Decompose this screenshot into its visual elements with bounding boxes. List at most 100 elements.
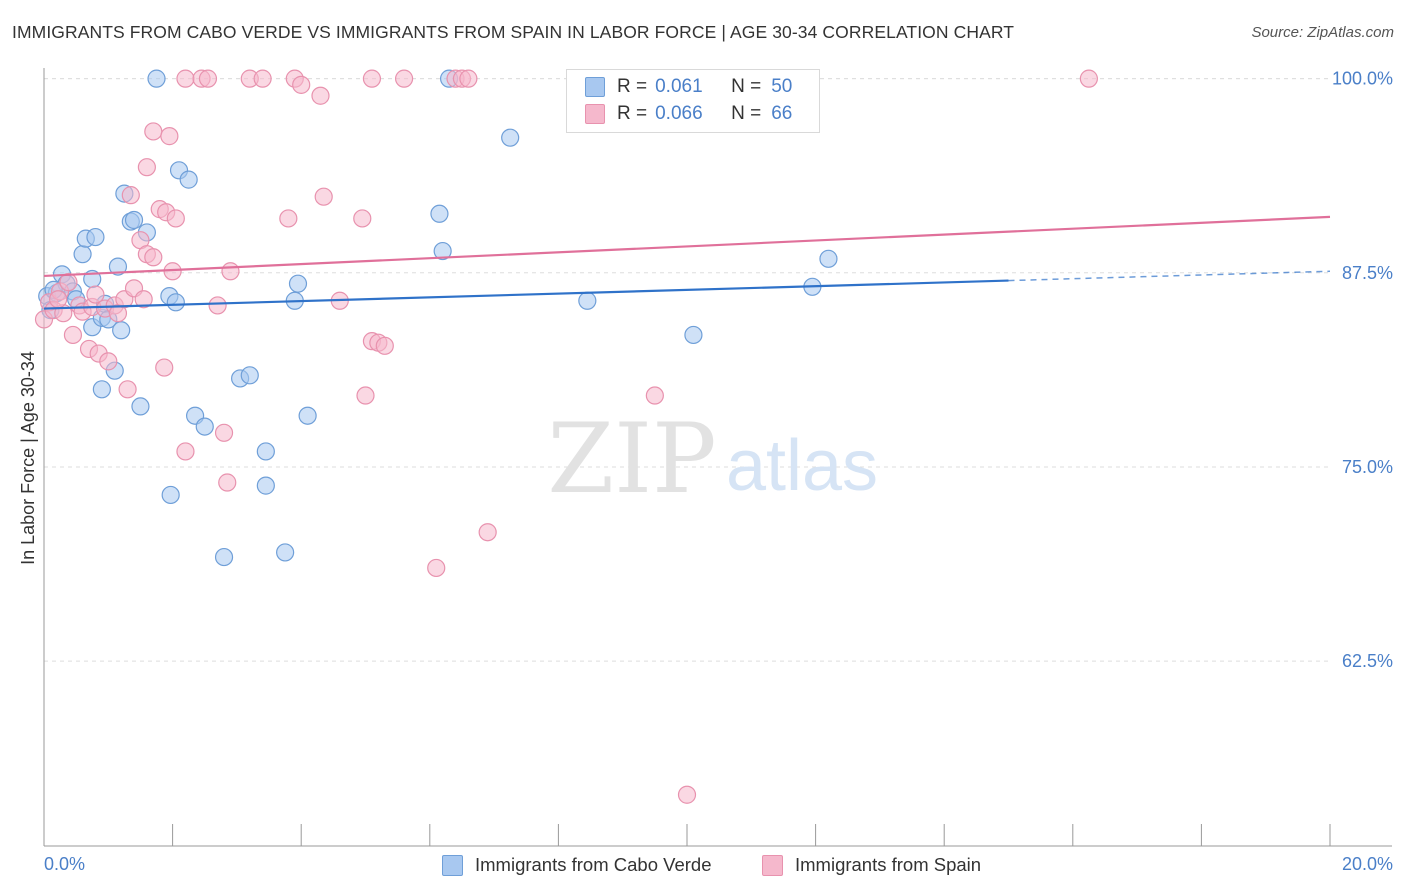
- y-tick-label: 87.5%: [1342, 263, 1393, 283]
- data-points: [34, 69, 1098, 804]
- spain-point: [160, 127, 179, 146]
- spain-point: [1079, 69, 1098, 88]
- cabo-verde-point: [92, 380, 111, 399]
- y-tick-label: 75.0%: [1342, 457, 1393, 477]
- cabo-verde-point: [433, 241, 452, 261]
- spain-point: [134, 290, 153, 309]
- spain-point: [121, 186, 140, 205]
- bottom-legend-label: Immigrants from Cabo Verde: [475, 854, 712, 875]
- spain-point: [166, 209, 185, 228]
- spain-point: [155, 358, 174, 377]
- cabo-verde-point: [256, 476, 275, 495]
- spain-point: [49, 290, 68, 309]
- cabo-verde-point: [214, 547, 234, 567]
- cabo-verde-point: [147, 69, 166, 88]
- cabo-verde-point: [112, 321, 131, 340]
- spain-point: [375, 336, 394, 355]
- cabo-verde-point: [684, 325, 703, 345]
- watermark-atlas: atlas: [726, 426, 878, 506]
- legend-row-spain: R = 0.066 N = 66: [585, 102, 792, 126]
- cabo-verde-point: [430, 204, 449, 223]
- spain-point: [645, 386, 664, 405]
- tick-labels: 62.5% 75.0% 87.5% 100.0% 0.0% 20.0%: [44, 69, 1393, 874]
- cabo-verde-point: [256, 442, 275, 461]
- spain-point: [279, 209, 298, 228]
- legend-n-label: N =: [731, 103, 762, 124]
- cabo-verde-point: [195, 417, 214, 436]
- spain-point: [356, 386, 375, 405]
- bottom-legend-swatch-blue: [442, 854, 463, 876]
- spain-point: [176, 442, 195, 461]
- spain-point: [253, 69, 272, 88]
- spain-trend-line: [43, 215, 1331, 278]
- legend-r-label: R =: [617, 76, 648, 97]
- trend-lines: [43, 215, 1331, 310]
- bottom-legend-spain: Immigrants from Spain: [762, 852, 981, 878]
- gridlines: [44, 78, 1330, 662]
- stats-legend: R = 0.061 N = 50 R = 0.066 N = 66: [566, 69, 820, 133]
- cabo-verde-point: [240, 366, 259, 385]
- bottom-legend-cabo-verde: Immigrants from Cabo Verde: [442, 852, 711, 878]
- spain-point: [221, 262, 240, 281]
- legend-r-value: 0.061: [655, 76, 703, 97]
- spain-point: [427, 558, 446, 578]
- cabo-verde-point: [276, 543, 295, 562]
- spain-point: [478, 523, 497, 542]
- cabo-verde-point: [578, 291, 597, 310]
- y-axis-label: In Labor Force | Age 30-34: [18, 351, 38, 565]
- spain-point: [394, 69, 414, 88]
- y-tick-label: 62.5%: [1342, 651, 1393, 671]
- spain-point: [362, 69, 382, 88]
- legend-r-label: R =: [617, 103, 648, 124]
- bottom-legend-swatch-pink: [762, 854, 783, 876]
- spain-point: [314, 187, 333, 206]
- watermark-zip: ZIP: [547, 403, 716, 515]
- axes: [43, 68, 1392, 847]
- cabo-verde-point: [298, 406, 317, 425]
- spain-point: [208, 296, 227, 315]
- spain-point: [353, 209, 372, 228]
- spain-point: [144, 248, 163, 267]
- spain-point: [198, 69, 218, 88]
- cabo-verde-point: [179, 170, 198, 189]
- cabo-verde-point: [86, 227, 105, 247]
- bottom-legend-label: Immigrants from Spain: [795, 854, 982, 875]
- cabo-verde-point: [124, 210, 144, 230]
- legend-n-value: 66: [771, 103, 793, 124]
- spain-point: [59, 273, 78, 292]
- chart-title: IMMIGRANTS FROM CABO VERDE VS IMMIGRANTS…: [12, 22, 1015, 42]
- cabo-verde-trend-extension: [1008, 270, 1331, 282]
- spain-point: [176, 69, 195, 88]
- spain-point: [292, 75, 311, 94]
- legend-row-cabo-verde: R = 0.061 N = 50: [585, 75, 792, 99]
- cabo-verde-point: [108, 257, 128, 276]
- x-tick-label: 20.0%: [1342, 854, 1393, 874]
- spain-point: [214, 423, 234, 442]
- legend-swatch-blue: [585, 77, 605, 97]
- spain-point: [677, 785, 697, 804]
- spain-point: [311, 86, 330, 105]
- y-tick-label: 100.0%: [1332, 69, 1393, 89]
- spain-point: [137, 158, 156, 177]
- legend-r-value: 0.066: [655, 103, 703, 124]
- legend-n-label: N =: [731, 76, 762, 97]
- spain-point: [218, 473, 237, 492]
- spain-point: [86, 285, 105, 304]
- cabo-verde-point: [819, 249, 838, 268]
- spain-point: [99, 352, 118, 371]
- spain-point: [144, 122, 163, 141]
- watermark: ZIP atlas: [547, 403, 878, 515]
- cabo-verde-point: [288, 274, 308, 293]
- legend-swatch-pink: [585, 104, 605, 124]
- spain-point: [118, 380, 137, 399]
- cabo-verde-point: [73, 245, 92, 264]
- cabo-verde-point: [131, 397, 150, 416]
- source-credit: Source: ZipAtlas.com: [1251, 24, 1394, 41]
- legend-n-value: 50: [771, 76, 793, 97]
- cabo-verde-trend-line: [43, 279, 1009, 310]
- cabo-verde-point: [501, 128, 520, 147]
- spain-point: [459, 69, 478, 88]
- spain-point: [63, 325, 83, 345]
- cabo-verde-point: [161, 485, 180, 505]
